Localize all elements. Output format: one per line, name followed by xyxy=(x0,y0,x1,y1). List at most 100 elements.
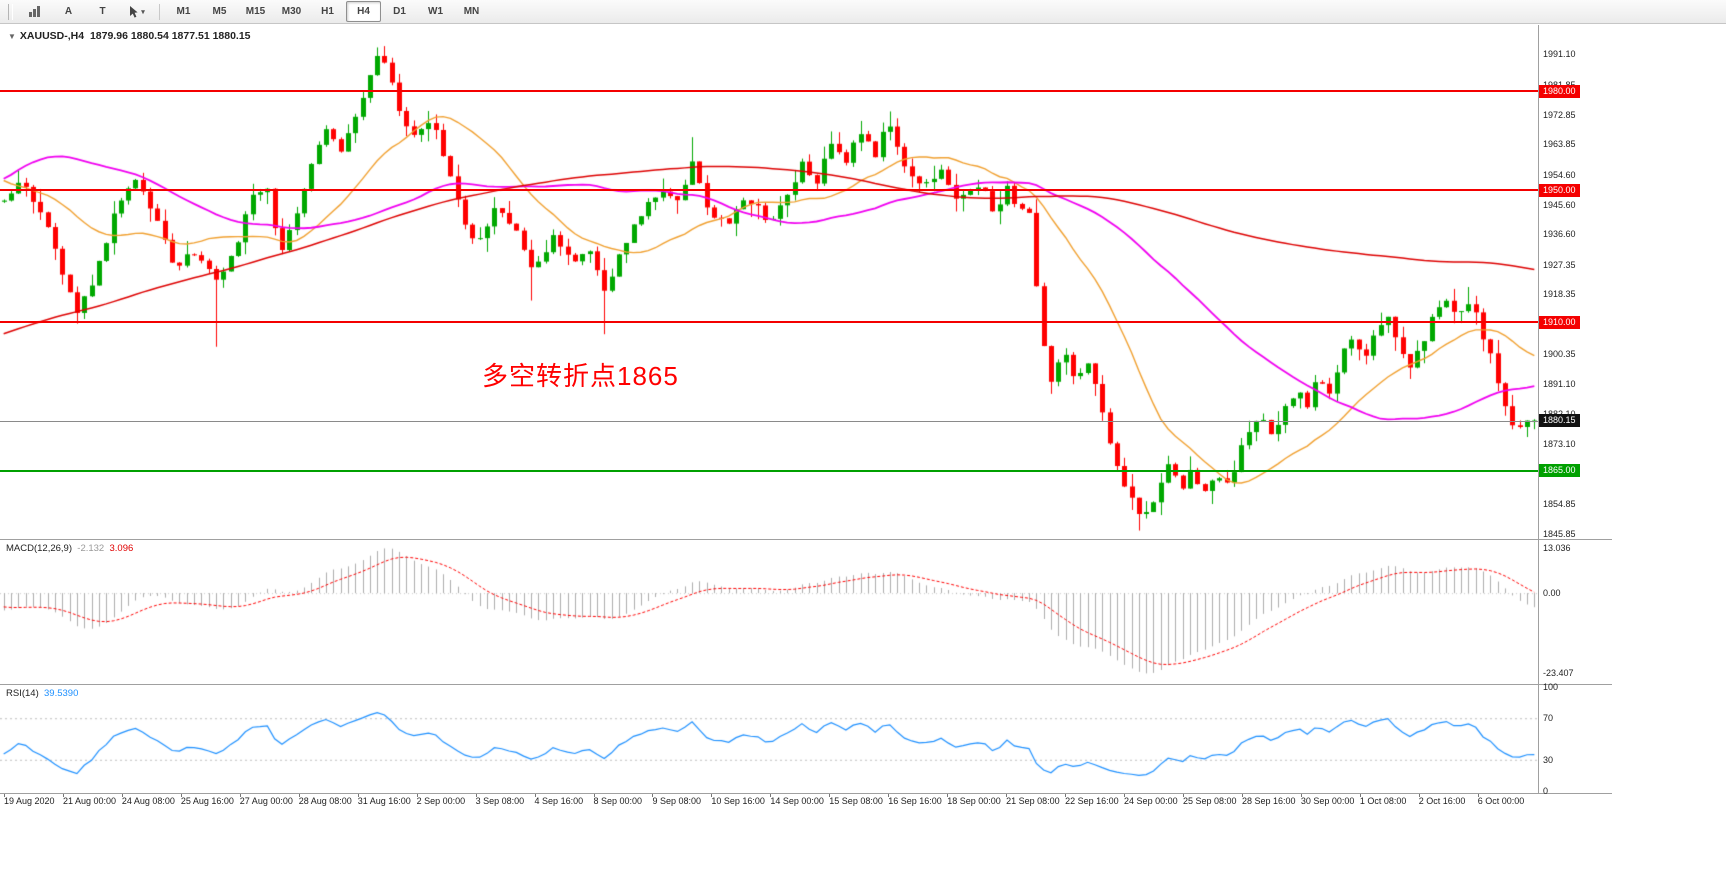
price-axis-border xyxy=(1538,25,1539,793)
time-axis-label: 10 Sep 16:00 xyxy=(711,796,765,806)
top-toolbar: A T ▾ M1 M5 M15 M30 H1 H4 D1 W1 MN xyxy=(0,0,1726,24)
timeframe-button-M1[interactable]: M1 xyxy=(176,6,191,17)
time-tick xyxy=(357,794,359,797)
timeframe-button-M15[interactable]: M15 xyxy=(245,6,266,17)
macd-axis-label: 13.036 xyxy=(1543,543,1571,554)
time-axis-label: 21 Sep 08:00 xyxy=(1006,796,1060,806)
time-tick xyxy=(121,794,123,797)
time-axis-label: 15 Sep 08:00 xyxy=(829,796,883,806)
text-annotation-tool[interactable]: A xyxy=(64,6,73,17)
toolbar-separator xyxy=(159,3,160,20)
time-axis-label: 2 Oct 16:00 xyxy=(1418,796,1466,806)
macd-axis-label: 0.00 xyxy=(1543,588,1561,599)
hline-1950.00[interactable] xyxy=(0,189,1538,191)
time-axis-border xyxy=(0,793,1612,794)
hline-1910.00[interactable] xyxy=(0,321,1538,323)
hline-1980.00[interactable] xyxy=(0,90,1538,92)
time-tick xyxy=(4,794,5,797)
pane-separator[interactable] xyxy=(0,684,1612,685)
level-badge-1980.00: 1980.00 xyxy=(1539,84,1580,98)
time-axis-label: 18 Sep 00:00 xyxy=(947,796,1001,806)
bar-chart-icon[interactable] xyxy=(18,1,51,22)
time-axis-label: 24 Aug 08:00 xyxy=(121,796,175,806)
time-tick xyxy=(888,794,890,797)
time-tick xyxy=(1418,794,1420,797)
time-tick xyxy=(534,794,536,797)
time-tick xyxy=(475,794,477,797)
time-axis-label: 14 Sep 00:00 xyxy=(770,796,824,806)
symbol-dropdown-icon[interactable]: ▼ xyxy=(8,32,16,41)
price-axis-label: 1954.60 xyxy=(1543,169,1576,180)
macd-pane-canvas[interactable] xyxy=(0,540,1538,684)
time-tick xyxy=(1124,794,1126,797)
timeframes-toolbar: M1 M5 M15 M30 H1 H4 D1 W1 MN xyxy=(166,1,489,22)
time-axis-label: 25 Aug 16:00 xyxy=(180,796,234,806)
level-badge-1865.00: 1865.00 xyxy=(1539,464,1580,477)
price-axis-label: 1918.35 xyxy=(1543,289,1576,300)
time-tick xyxy=(180,794,182,797)
macd-indicator-label: MACD(12,26,9) -2.132 3.096 xyxy=(6,543,134,554)
time-axis-label: 31 Aug 16:00 xyxy=(357,796,411,806)
price-axis-label: 1945.60 xyxy=(1543,199,1576,210)
timeframe-button-H1[interactable]: H1 xyxy=(321,6,334,17)
price-axis-label: 1963.85 xyxy=(1543,139,1576,150)
price-axis-label: 1927.35 xyxy=(1543,259,1576,270)
time-axis-label: 9 Sep 08:00 xyxy=(652,796,701,806)
timeframe-button-MN[interactable]: MN xyxy=(463,6,480,17)
price-axis-label: 1845.85 xyxy=(1543,528,1576,539)
price-axis-label: 1873.10 xyxy=(1543,438,1576,449)
time-axis-label: 30 Sep 00:00 xyxy=(1300,796,1355,806)
hline-1865.00[interactable] xyxy=(0,469,1538,472)
price-axis-label: 1972.85 xyxy=(1543,109,1576,120)
ohlc-values: 1879.96 1880.54 1877.51 1880.15 xyxy=(89,30,251,42)
time-axis-label: 16 Sep 16:00 xyxy=(888,796,942,806)
time-axis-label: 19 Aug 2020 xyxy=(4,796,55,806)
current-price-badge: 1880.15 xyxy=(1539,414,1580,427)
text-annotation[interactable]: 多空转折点1865 xyxy=(482,361,679,391)
price-axis-label: 1991.10 xyxy=(1543,49,1576,60)
timeframe-button-W1[interactable]: W1 xyxy=(428,6,443,17)
time-tick xyxy=(652,794,654,797)
timeframe-button-M30[interactable]: M30 xyxy=(281,6,302,17)
rsi-pane-canvas[interactable] xyxy=(0,685,1538,793)
time-axis-label: 3 Sep 08:00 xyxy=(475,796,525,806)
timeframe-button-M5[interactable]: M5 xyxy=(212,6,227,17)
timeframe-button-H4[interactable]: H4 xyxy=(346,1,381,22)
time-axis-label: 8 Sep 00:00 xyxy=(593,796,643,806)
time-tick xyxy=(947,794,949,797)
time-tick xyxy=(416,794,418,797)
time-axis-label: 24 Sep 00:00 xyxy=(1124,796,1178,806)
price-axis-label: 1854.85 xyxy=(1543,498,1576,509)
time-tick xyxy=(829,794,831,797)
time-tick xyxy=(711,794,713,797)
time-tick xyxy=(1477,794,1479,797)
pane-separator[interactable] xyxy=(0,539,1612,540)
time-tick xyxy=(1065,794,1067,797)
price-axis-label: 1900.35 xyxy=(1543,348,1576,359)
time-axis-label: 21 Aug 00:00 xyxy=(62,796,116,806)
level-badge-1910.00: 1910.00 xyxy=(1539,315,1580,329)
time-axis-label: 4 Sep 16:00 xyxy=(534,796,584,806)
time-tick xyxy=(62,794,64,797)
rsi-axis-label: 30 xyxy=(1543,754,1554,765)
line-studies-toolbar: A T ▾ xyxy=(18,1,153,22)
time-axis-label: 28 Sep 16:00 xyxy=(1241,796,1296,806)
price-chart-canvas[interactable] xyxy=(0,25,1538,539)
time-axis-label: 1 Oct 08:00 xyxy=(1359,796,1407,806)
rsi-axis-label: 0 xyxy=(1543,785,1549,796)
chart-ohlc-header: ▼ XAUUSD-,H4 1879.96 1880.54 1877.51 1880… xyxy=(8,30,251,42)
time-axis-label: 27 Aug 00:00 xyxy=(239,796,293,806)
toolbar-grip[interactable] xyxy=(8,3,13,20)
symbol-period-label: XAUUSD-,H4 xyxy=(19,30,85,42)
time-tick xyxy=(239,794,241,797)
time-axis-label: 25 Sep 08:00 xyxy=(1183,796,1237,806)
time-tick xyxy=(1359,794,1361,797)
timeframe-button-D1[interactable]: D1 xyxy=(393,6,406,17)
cursor-tool[interactable]: ▾ xyxy=(120,1,153,22)
current-price-line xyxy=(0,420,1538,422)
price-axis-label: 1891.10 xyxy=(1543,379,1576,390)
time-axis-label: 22 Sep 16:00 xyxy=(1065,796,1119,806)
time-tick xyxy=(1183,794,1184,797)
rsi-axis-label: 70 xyxy=(1543,713,1554,724)
text-tool[interactable]: T xyxy=(99,6,106,17)
